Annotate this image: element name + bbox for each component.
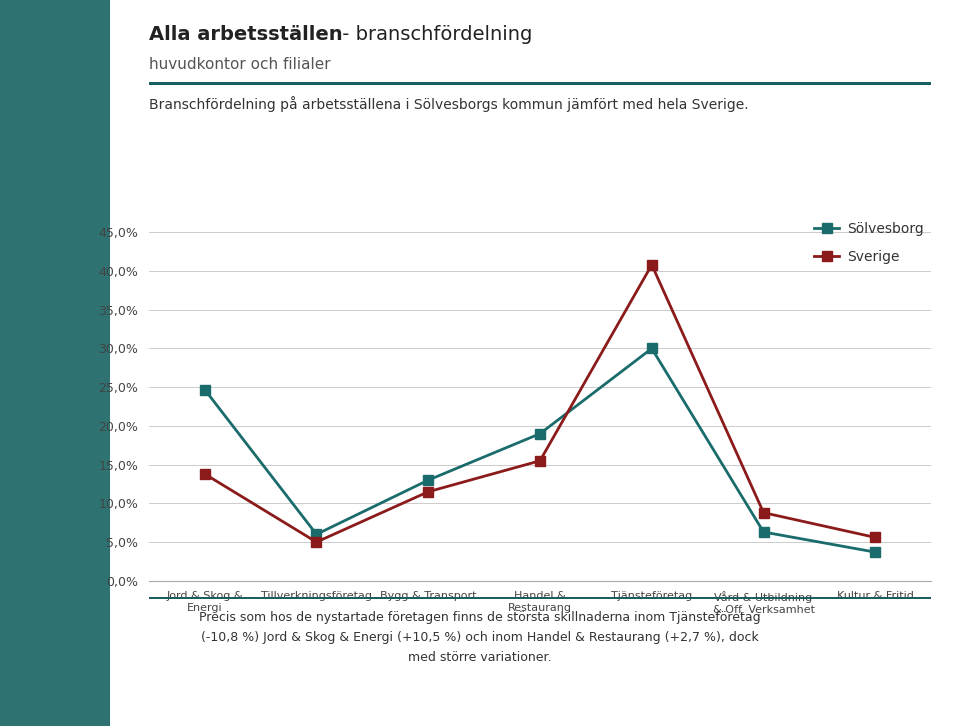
Legend: Sölvesborg, Sverige: Sölvesborg, Sverige [814, 222, 924, 264]
Text: Branschfördelning på arbetsställena i Sölvesborgs kommun jämfört med hela Sverig: Branschfördelning på arbetsställena i Sö… [149, 96, 749, 112]
Text: Alla arbetsställen: Alla arbetsställen [149, 25, 343, 44]
Text: Precis som hos de nystartade företagen finns de största skillnaderna inom Tjänst: Precis som hos de nystartade företagen f… [199, 611, 761, 664]
Text: huvudkontor och filialer: huvudkontor och filialer [149, 57, 330, 72]
Text: - branschfördelning: - branschfördelning [336, 25, 533, 44]
